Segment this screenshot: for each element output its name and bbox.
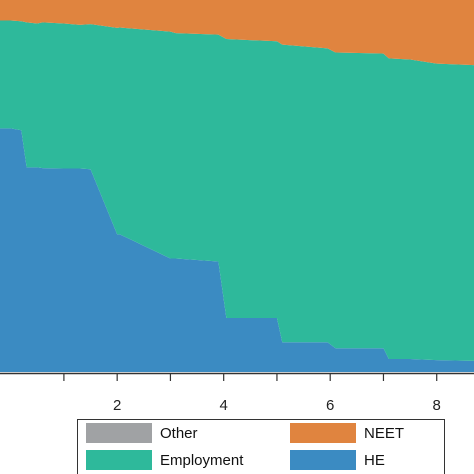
legend-swatch-employment — [86, 450, 152, 470]
plot-area — [0, 0, 474, 372]
x-tick-label: 4 — [220, 397, 228, 414]
x-tick-label: 6 — [326, 397, 334, 414]
legend-label-neet: NEET — [364, 425, 404, 442]
area-he — [0, 128, 474, 372]
legend-swatch-neet — [290, 423, 356, 443]
x-tick-label: 8 — [433, 397, 441, 414]
legend-swatch-he — [290, 450, 356, 470]
area-neet — [0, 0, 474, 66]
legend: Other NEET Employment HE — [77, 419, 445, 474]
x-tick-label: 2 — [113, 397, 121, 414]
legend-label-employment: Employment — [160, 452, 244, 469]
legend-label-he: HE — [364, 452, 385, 469]
area-employment — [0, 20, 474, 361]
x-axis: 2 4 6 8 — [0, 372, 474, 414]
legend-swatch-other — [86, 423, 152, 443]
legend-label-other: Other — [160, 425, 198, 442]
